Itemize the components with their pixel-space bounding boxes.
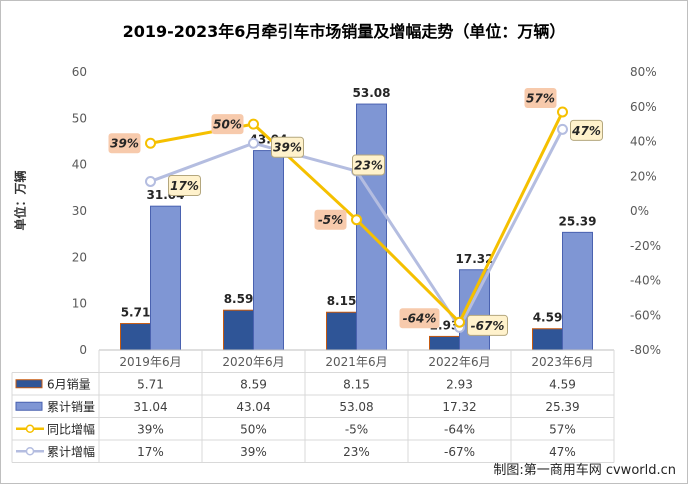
monthly-sales-bar — [120, 323, 151, 351]
cumulative-growth-label-box — [570, 119, 603, 141]
y-tick-label: 0 — [79, 343, 87, 357]
y2-tick-label: -60% — [630, 308, 661, 322]
yoy-growth-label: -5% — [318, 213, 343, 227]
table-cell: 23% — [343, 445, 370, 459]
cumulative-growth-point — [145, 175, 156, 187]
cumulative-growth-label: 39% — [273, 141, 302, 155]
credit-text: 制图:第一商用车网 cvworld.cn — [493, 463, 676, 478]
table-cell: 50% — [240, 422, 267, 436]
monthly-sales-bar — [429, 335, 460, 351]
table-cell: 47% — [549, 445, 576, 459]
y-tick-label: 10 — [72, 297, 87, 311]
legend-label: 累计增幅 — [47, 444, 95, 459]
cumulative-sales-label: 25.39 — [559, 214, 597, 228]
cumulative-sales-bar — [253, 150, 284, 351]
category-label: 2021年6月 — [325, 355, 387, 369]
y2-tick-label: -20% — [630, 239, 661, 253]
y-tick-label: 60 — [72, 65, 87, 79]
y-tick-label: 20 — [72, 250, 87, 264]
table-cell: 2.93 — [446, 377, 473, 391]
monthly-sales-bar — [223, 309, 254, 351]
table-cell: 57% — [549, 422, 576, 436]
yoy-growth-label: -64% — [403, 312, 437, 326]
legend-marker — [25, 447, 35, 456]
cumulative-growth-label: -67% — [471, 319, 505, 333]
category-label: 2023年6月 — [531, 355, 593, 369]
table-cell: 25.39 — [545, 400, 579, 414]
yoy-growth-point — [351, 214, 362, 226]
cumulative-sales-bar — [562, 231, 593, 351]
chart-title: 2019-2023年6月牵引车市场销量及增幅走势（单位：万辆） — [122, 22, 566, 41]
table-cell: 53.08 — [339, 400, 373, 414]
table-cell: 31.04 — [133, 400, 167, 414]
y2-tick-label: -40% — [630, 274, 661, 288]
category-label: 2020年6月 — [222, 355, 284, 369]
y2-tick-label: 0% — [630, 204, 649, 218]
table-cell: 5.71 — [137, 377, 164, 391]
yoy-growth-label-box — [314, 209, 347, 230]
cumulative-sales-label: 53.08 — [353, 86, 391, 100]
yoy-growth-label: 50% — [213, 118, 242, 132]
cumulative-growth-label-box — [168, 174, 201, 196]
table-cell: 17.32 — [442, 400, 476, 414]
y-tick-label: 30 — [72, 204, 87, 218]
y2-tick-label: 80% — [630, 65, 657, 79]
category-label: 2022年6月 — [428, 355, 490, 369]
yoy-growth-point — [557, 106, 568, 118]
yoy-growth-point — [454, 316, 465, 328]
cumulative-growth-label-box — [271, 136, 304, 158]
table-cell: 43.04 — [236, 400, 270, 414]
table-cell: 4.59 — [549, 377, 576, 391]
table-cell: -64% — [444, 422, 475, 436]
y2-tick-label: 60% — [630, 100, 657, 114]
table-cell: 39% — [240, 445, 267, 459]
cumulative-growth-point — [248, 137, 259, 149]
cumulative-sales-label: 17.32 — [456, 252, 494, 266]
monthly-sales-label: 8.59 — [224, 292, 254, 306]
yoy-growth-point — [248, 118, 259, 130]
cumulative-growth-label: 47% — [571, 124, 601, 138]
legend-marker — [25, 424, 35, 433]
legend-label: 同比增幅 — [47, 421, 95, 436]
monthly-sales-label: 8.15 — [327, 294, 357, 308]
monthly-sales-bar — [532, 328, 563, 351]
legend-label: 累计销量 — [47, 400, 95, 414]
y-tick-label: 50 — [72, 111, 87, 125]
y2-tick-label: 40% — [630, 135, 657, 149]
yoy-growth-label: 39% — [110, 137, 139, 151]
yoy-growth-label-box — [524, 87, 557, 108]
y2-tick-label: -80% — [630, 343, 661, 357]
legend-swatch — [15, 379, 43, 389]
yoy-growth-label-box — [399, 308, 440, 329]
monthly-sales-bar — [326, 311, 357, 351]
cumulative-growth-label-box — [352, 154, 385, 176]
cumulative-sales-bar — [356, 103, 387, 351]
table-cell: 8.15 — [343, 377, 370, 391]
table-cell: -5% — [345, 422, 368, 436]
category-label: 2019年6月 — [119, 355, 181, 369]
legend-label: 6月销量 — [47, 377, 91, 391]
y2-tick-label: 20% — [630, 169, 657, 183]
cumulative-growth-label-box — [467, 314, 508, 336]
monthly-sales-label: 4.59 — [533, 311, 563, 325]
table-cell: 39% — [137, 422, 164, 436]
legend-swatch — [15, 401, 43, 411]
cumulative-sales-bar — [150, 205, 181, 351]
cumulative-growth-point — [557, 123, 568, 135]
cumulative-growth-label: 23% — [354, 159, 383, 173]
yoy-growth-label-box — [211, 114, 244, 135]
yoy-growth-label: 57% — [526, 91, 555, 105]
cumulative-growth-label: 17% — [170, 179, 199, 193]
yoy-growth-point — [145, 137, 156, 149]
y-tick-label: 40 — [72, 158, 87, 172]
table-cell: -67% — [444, 445, 475, 459]
yoy-growth-label-box — [108, 133, 141, 154]
table-cell: 17% — [137, 445, 164, 459]
monthly-sales-label: 5.71 — [121, 306, 151, 320]
table-cell: 8.59 — [240, 377, 267, 391]
